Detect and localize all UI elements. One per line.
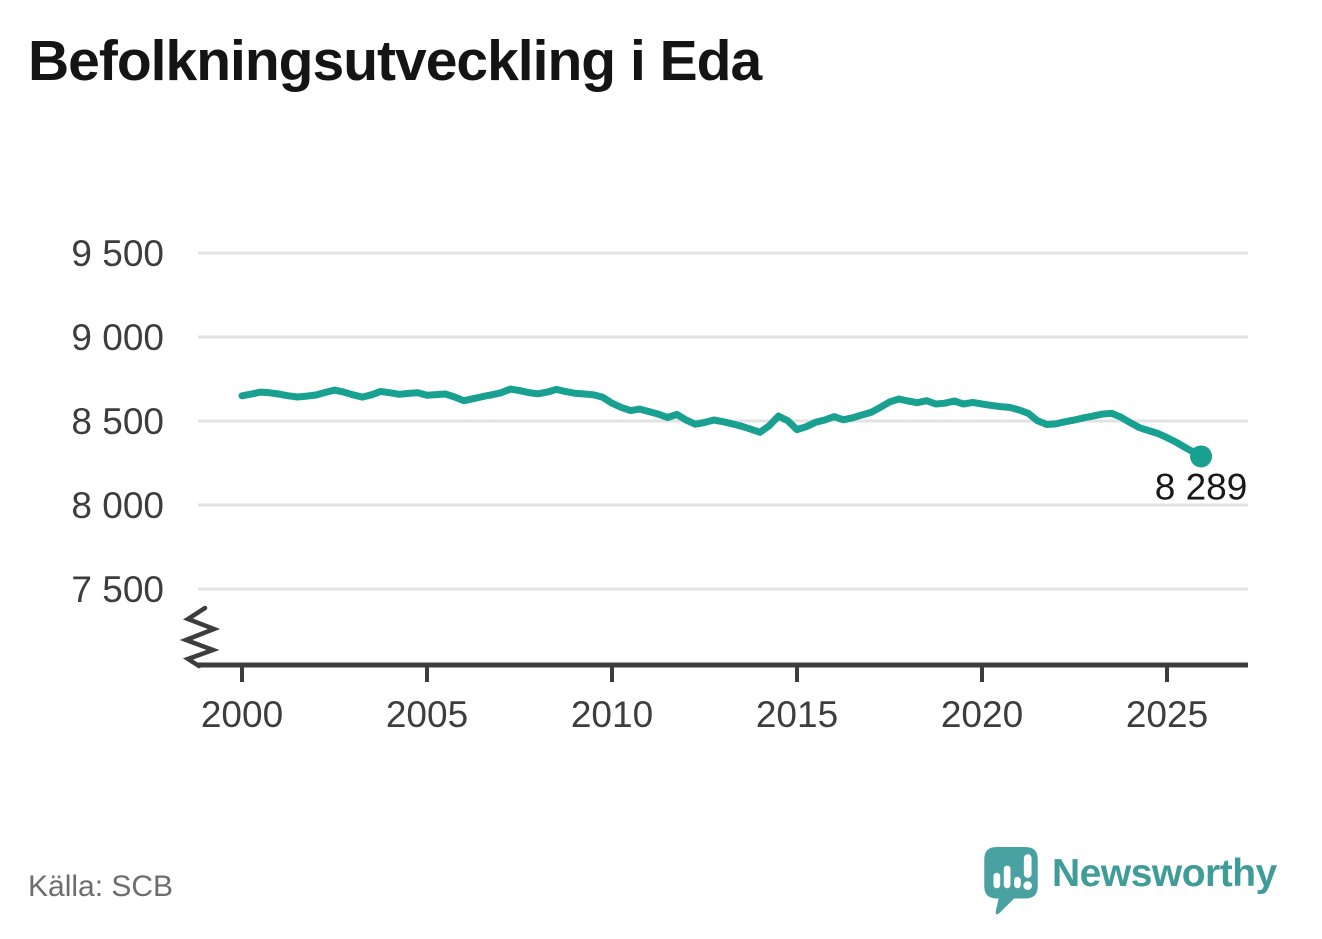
bar-2	[1003, 865, 1011, 889]
newsworthy-logo: Newsworthy	[982, 845, 1277, 917]
x-tick-label: 2010	[571, 694, 653, 735]
population-line	[238, 385, 1205, 460]
y-tick-label: 9 500	[71, 233, 164, 274]
source-label: Källa: SCB	[28, 870, 174, 903]
page-title: Befolkningsutveckling i Eda	[28, 29, 762, 93]
y-tick-label: 9 000	[71, 317, 164, 358]
x-tick-label: 2000	[201, 694, 283, 735]
newsworthy-logo-text: Newsworthy	[1052, 852, 1277, 895]
end-point-dot	[1190, 445, 1213, 468]
x-tick-label: 2015	[756, 694, 838, 735]
y-axis-break-icon	[179, 605, 221, 669]
y-tick-label: 7 500	[71, 569, 164, 610]
x-tick-label: 2025	[1126, 694, 1208, 735]
exclamation-dot	[1023, 881, 1032, 890]
end-point-value-label: 8 289	[1155, 466, 1248, 507]
y-tick-label: 8 500	[71, 401, 164, 442]
x-tick-label: 2005	[386, 694, 468, 735]
bar-1	[993, 872, 1001, 889]
exclamation-bar	[1023, 854, 1032, 878]
newsworthy-logo-icon	[984, 847, 1038, 915]
x-tick-label: 2020	[941, 694, 1023, 735]
bar-3	[1014, 876, 1021, 889]
y-tick-label: 8 000	[71, 485, 164, 526]
